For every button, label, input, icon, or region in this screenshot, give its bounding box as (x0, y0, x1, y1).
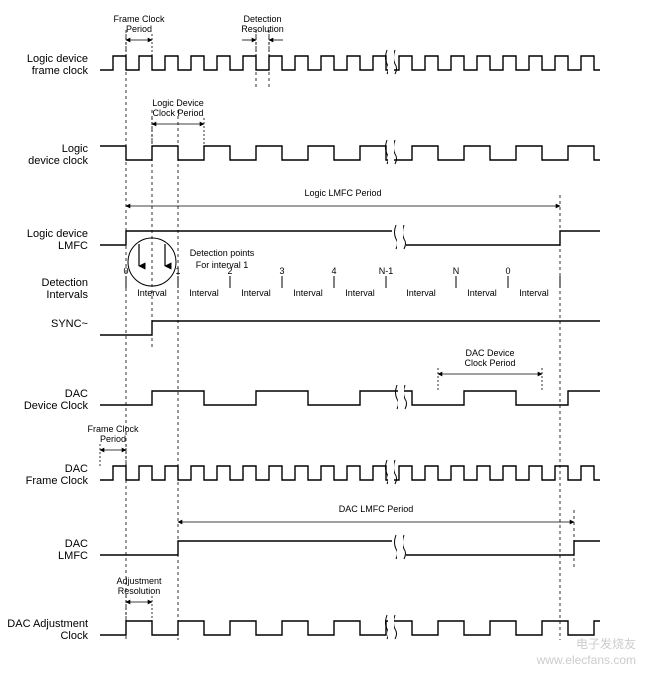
anno-frame-clock-period-2: Frame Clock (87, 424, 139, 434)
interval-word: Interval (189, 288, 219, 298)
dacfc-waveform (100, 466, 600, 480)
svg-text:Period: Period (126, 24, 152, 34)
dacdc-waveform (100, 391, 600, 405)
ldfc-waveform (100, 56, 600, 70)
anno-detection-resolution: Detection (243, 14, 281, 24)
anno-adjustment-resolution: Adjustment (116, 576, 162, 586)
daclmfc-label-1: DAC (65, 538, 88, 550)
interval-number: 0 (505, 266, 510, 276)
anno-logic-dev-clk: Logic Device (152, 98, 204, 108)
ldc-label-2: device clock (28, 155, 88, 167)
ldc-label-1: Logic (62, 143, 89, 155)
svg-text:Resolution: Resolution (118, 586, 161, 596)
anno-dac-dev-clk: DAC Device (465, 348, 514, 358)
sync-waveform (100, 321, 600, 335)
svg-text:Clock Period: Clock Period (464, 358, 515, 368)
ldc-waveform (100, 146, 600, 160)
detection-label-2: Intervals (46, 289, 88, 301)
interval-number: 4 (331, 266, 336, 276)
svg-text:Clock Period: Clock Period (152, 108, 203, 118)
anno-dac-lmfc-period: DAC LMFC Period (339, 504, 414, 514)
ldfc-label-2: frame clock (32, 65, 89, 77)
lmfc-label-2: LMFC (58, 240, 88, 252)
svg-text:Period: Period (100, 434, 126, 444)
watermark-line-2: www.elecfans.com (536, 653, 636, 667)
interval-number: 3 (279, 266, 284, 276)
svg-text:For interval 1: For interval 1 (196, 260, 249, 270)
interval-word: Interval (467, 288, 497, 298)
interval-word: Interval (519, 288, 549, 298)
dacfc-label-1: DAC (65, 463, 88, 475)
watermark-line-1: 电子发烧友 (576, 636, 636, 651)
anno-detection-points: Detection points (190, 248, 255, 258)
interval-word: Interval (345, 288, 375, 298)
interval-word: Interval (293, 288, 323, 298)
ldfc-label-1: Logic device (27, 53, 88, 65)
interval-number: N-1 (379, 266, 394, 276)
sync-label-1: SYNC~ (51, 318, 88, 330)
dacadj-label-2: Clock (60, 630, 88, 642)
dacdc-label-1: DAC (65, 388, 88, 400)
dacadj-waveform (100, 621, 600, 635)
dacadj-label-1: DAC Adjustment (7, 618, 88, 630)
dacfc-label-2: Frame Clock (26, 475, 89, 487)
anno-logic-lmfc-period: Logic LMFC Period (304, 188, 381, 198)
detection-label-1: Detection (42, 277, 88, 289)
interval-word: Interval (406, 288, 436, 298)
interval-word: Interval (137, 288, 167, 298)
daclmfc-label-2: LMFC (58, 550, 88, 562)
interval-number: 1 (175, 266, 180, 276)
interval-number: N (453, 266, 460, 276)
svg-text:Resolution: Resolution (241, 24, 284, 34)
interval-word: Interval (241, 288, 271, 298)
lmfc-label-1: Logic device (27, 228, 88, 240)
timing-diagram: Logic deviceframe clockLogicdevice clock… (0, 0, 645, 673)
dacdc-label-2: Device Clock (24, 400, 89, 412)
interval-number: 0 (123, 266, 128, 276)
anno-frame-clock-period: Frame Clock (113, 14, 165, 24)
